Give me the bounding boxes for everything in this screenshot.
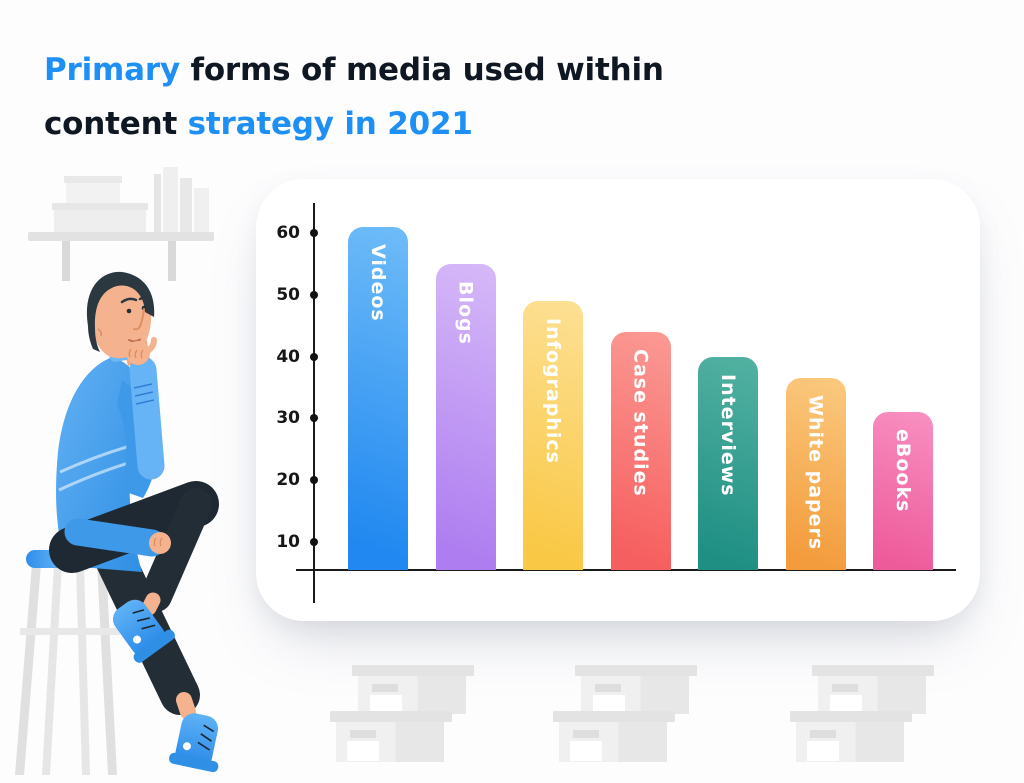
box-lid xyxy=(352,665,474,676)
sneaker xyxy=(112,599,175,663)
bar-case-studies: Case studies xyxy=(610,331,671,570)
plot-area: 10 20 30 40 50 60 Videos Blogs Infographics Case … xyxy=(256,179,980,621)
shelf-board xyxy=(28,232,214,241)
y-axis xyxy=(313,203,315,603)
box-lid xyxy=(553,711,675,722)
y-tick-dot xyxy=(310,538,318,546)
storage-boxes-group xyxy=(553,665,703,765)
x-axis xyxy=(296,569,956,571)
bar-infographics: Infographics xyxy=(523,300,583,570)
bar-label: Interviews xyxy=(717,373,739,497)
box-label xyxy=(347,741,379,761)
bar-white-papers: White papers xyxy=(785,378,846,570)
box-chip xyxy=(372,684,398,692)
box-chip xyxy=(350,730,376,738)
bar-label: Case studies xyxy=(629,348,652,497)
box-lid xyxy=(330,711,452,722)
bar-interviews: Interviews xyxy=(698,356,758,570)
bar-label: Blogs xyxy=(454,280,477,345)
box-label xyxy=(593,695,625,712)
box-chip xyxy=(573,730,599,738)
hair xyxy=(86,271,155,352)
y-tick-dot xyxy=(310,414,318,423)
box-lid xyxy=(575,665,697,676)
box-chip xyxy=(595,684,621,692)
title-accent-2: strategy in 2021 xyxy=(187,105,473,142)
storage-boxes-group xyxy=(330,665,480,765)
page-title: Primary forms of media used within conten… xyxy=(44,43,664,151)
bar-videos: Videos xyxy=(348,226,408,570)
man-thinking xyxy=(49,271,219,773)
y-tick-label: 50 xyxy=(276,284,300,305)
title-accent-1: Primary xyxy=(44,51,180,88)
box-label xyxy=(807,741,839,761)
y-tick-dot xyxy=(310,476,318,485)
box-chip xyxy=(810,730,836,738)
box-lid xyxy=(812,665,934,676)
box-label xyxy=(830,695,862,712)
thinking-man-illustration xyxy=(15,167,219,775)
chart-card: 10 20 30 40 50 60 Videos Blogs Infographics Case … xyxy=(256,179,980,621)
y-tick-label: 30 xyxy=(276,408,300,429)
box-label xyxy=(570,741,602,761)
box-label xyxy=(370,695,402,712)
box-lid xyxy=(790,711,912,722)
bar-label: Videos xyxy=(367,243,389,322)
stool xyxy=(15,550,120,775)
y-tick-dot xyxy=(310,229,318,237)
bar-blogs: Blogs xyxy=(435,263,496,570)
y-tick-dot xyxy=(310,352,318,361)
y-tick-dot xyxy=(310,290,318,299)
box-chip xyxy=(832,684,858,692)
y-tick-label: 40 xyxy=(276,346,300,367)
bar-ebooks: eBooks xyxy=(873,412,933,570)
y-tick-label: 20 xyxy=(276,470,300,491)
sneaker xyxy=(169,713,219,773)
bar-label: eBooks xyxy=(892,429,914,513)
bar-label: Infographics xyxy=(542,317,564,464)
y-tick-label: 10 xyxy=(276,532,300,552)
title-rest-2: content xyxy=(44,105,188,142)
bar-label: White papers xyxy=(804,395,827,551)
wall-shelf xyxy=(28,167,214,281)
title-rest-1: forms of media used within xyxy=(179,51,664,88)
storage-boxes-group xyxy=(790,665,940,765)
y-tick-label: 60 xyxy=(276,223,300,243)
